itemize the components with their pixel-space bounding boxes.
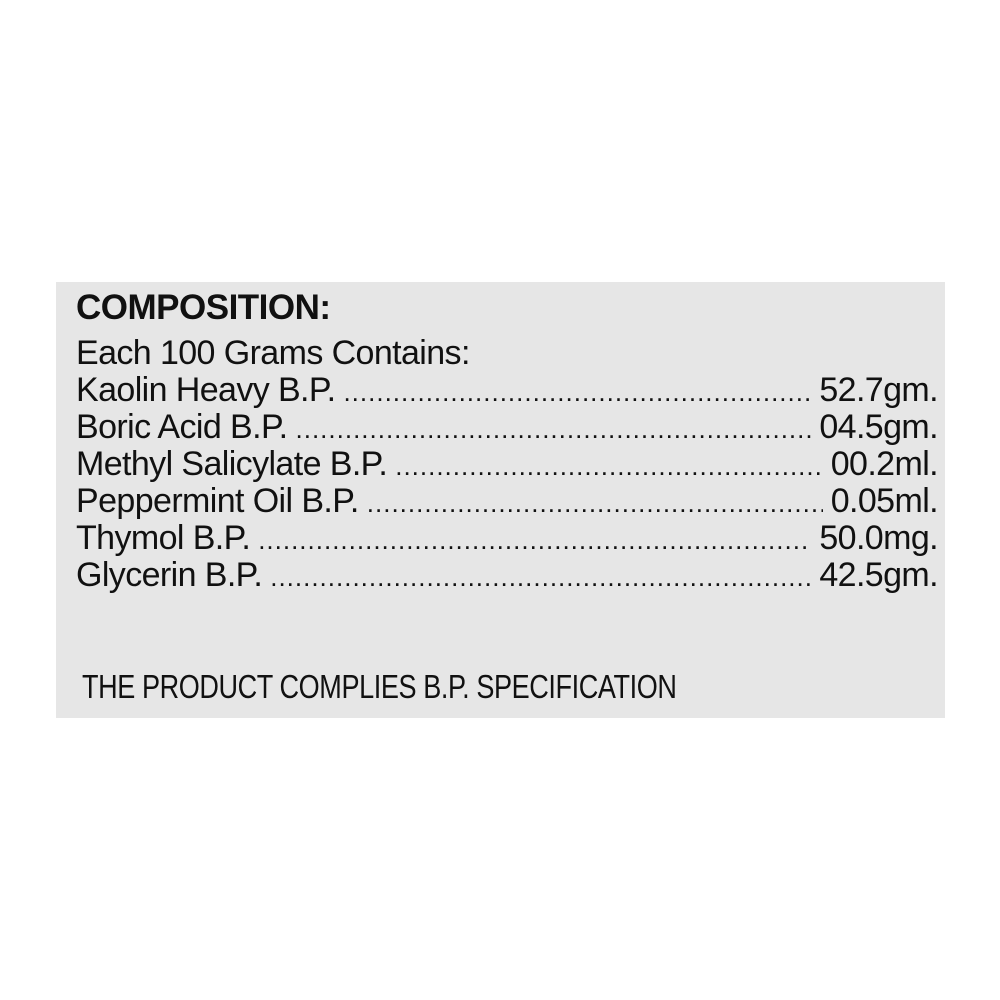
ingredient-amount: 04.5gm. [819, 408, 938, 446]
composition-title: COMPOSITION: [76, 288, 331, 327]
ingredient-amount: 00.2ml. [830, 445, 939, 483]
composition-label: COMPOSITION: Each 100 Grams Contains: Ka… [56, 282, 945, 718]
ingredient-name: Boric Acid B.P. [76, 408, 288, 446]
ingredient-name: Kaolin Heavy B.P. [76, 371, 336, 409]
ingredient-row: Glycerin B.P. 42.5gm. [76, 556, 939, 594]
ingredient-amount: 50.0mg. [819, 519, 938, 557]
ingredient-name: Methyl Salicylate B.P. [76, 445, 388, 483]
ingredient-name: Glycerin B.P. [76, 556, 263, 594]
ingredient-row: Methyl Salicylate B.P. 00.2ml. [76, 445, 939, 483]
composition-intro: Each 100 Grams Contains: [76, 334, 470, 372]
ingredient-name: Thymol B.P. [76, 519, 251, 557]
dot-leader [395, 451, 822, 482]
ingredient-amount: 42.5gm. [819, 556, 938, 594]
ingredient-amount: 52.7gm. [819, 371, 938, 409]
ingredient-row: Thymol B.P. 50.0mg. [76, 519, 939, 557]
compliance-statement: THE PRODUCT COMPLIES B.P. SPECIFICATION [82, 668, 677, 705]
ingredient-row: Kaolin Heavy B.P. 52.7gm. [76, 371, 939, 409]
ingredient-amount: 0.05ml. [830, 482, 939, 520]
ingredient-name: Peppermint Oil B.P. [76, 482, 359, 520]
dot-leader [258, 525, 811, 556]
dot-leader [270, 562, 811, 593]
ingredient-row: Boric Acid B.P. 04.5gm. [76, 408, 939, 446]
dot-leader [367, 488, 823, 519]
dot-leader [296, 414, 812, 445]
dot-leader [343, 377, 811, 408]
ingredient-list: Kaolin Heavy B.P. 52.7gm. Boric Acid B.P.… [76, 371, 939, 594]
ingredient-row: Peppermint Oil B.P. 0.05ml. [76, 482, 939, 520]
